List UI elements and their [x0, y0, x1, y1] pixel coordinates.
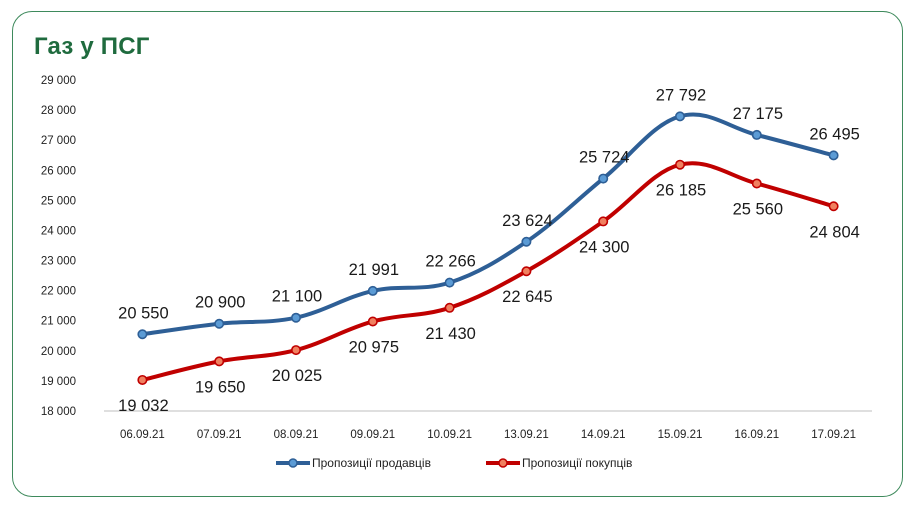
- y-tick-label: 20 000: [41, 346, 76, 358]
- legend-marker: [498, 458, 508, 468]
- series-points: [137, 111, 839, 385]
- y-tick-label: 26 000: [41, 165, 76, 177]
- data-label: 20 975: [349, 338, 399, 356]
- y-tick-label: 21 000: [41, 316, 76, 328]
- data-label: 25 560: [733, 201, 783, 219]
- data-point: [367, 316, 378, 327]
- data-point: [290, 345, 301, 356]
- x-tick-label: 09.09.21: [350, 429, 395, 441]
- x-tick-label: 08.09.21: [274, 429, 319, 441]
- data-label: 25 724: [579, 149, 629, 167]
- y-tick-label: 19 000: [41, 376, 76, 388]
- data-label: 26 495: [809, 125, 859, 143]
- data-point: [137, 329, 148, 340]
- data-point: [214, 356, 225, 367]
- data-label: 21 100: [272, 288, 322, 306]
- data-label: 19 650: [195, 378, 245, 396]
- x-tick-label: 15.09.21: [658, 429, 703, 441]
- series-lines: [140, 112, 836, 382]
- data-point: [444, 277, 455, 288]
- y-tick-label: 28 000: [41, 105, 76, 117]
- x-axis: 06.09.21 07.09.21 08.09.21 09.09.21 10.09.21…: [104, 410, 872, 441]
- data-point: [367, 285, 378, 296]
- y-tick-label: 27 000: [41, 135, 76, 147]
- data-label: 27 175: [733, 105, 783, 123]
- data-point: [751, 129, 762, 140]
- chart-frame: [12, 11, 903, 497]
- x-tick-label: 10.09.21: [427, 429, 472, 441]
- data-label: 23 624: [502, 212, 552, 230]
- y-tick-label: 18 000: [41, 406, 76, 418]
- data-point: [674, 111, 685, 122]
- data-label: 26 185: [656, 182, 706, 200]
- x-tick-label: 13.09.21: [504, 429, 549, 441]
- data-label: 20 900: [195, 294, 245, 312]
- data-label: 20 025: [272, 367, 322, 385]
- data-point: [290, 312, 301, 323]
- y-tick-label: 22 000: [41, 286, 76, 298]
- data-point: [214, 318, 225, 329]
- data-point: [444, 302, 455, 313]
- data-point: [828, 201, 839, 212]
- series-line-buyers: [140, 161, 836, 382]
- chart-title: Газ у ПСГ: [34, 33, 150, 60]
- data-label: 22 645: [502, 288, 552, 306]
- data-point: [751, 178, 762, 189]
- y-tick-label: 25 000: [41, 195, 76, 207]
- series-line-sellers: [140, 112, 836, 337]
- data-point: [137, 374, 148, 385]
- legend-marker: [288, 458, 298, 468]
- x-tick-label: 06.09.21: [120, 429, 165, 441]
- y-tick-label: 23 000: [41, 256, 76, 268]
- data-label: 22 266: [425, 253, 475, 271]
- y-tick-label: 24 000: [41, 225, 76, 237]
- x-tick-label: 07.09.21: [197, 429, 242, 441]
- data-point: [828, 150, 839, 161]
- y-axis: 18 000 19 000 20 000 21 000 22 000 23 000 24 0…: [41, 75, 76, 418]
- data-point: [521, 266, 532, 277]
- legend-label: Пропозиції покупців: [522, 456, 632, 470]
- data-label: 19 032: [118, 397, 168, 415]
- data-point: [598, 216, 609, 227]
- data-label: 21 430: [425, 325, 475, 343]
- data-point: [674, 159, 685, 170]
- data-point: [598, 173, 609, 184]
- x-tick-label: 16.09.21: [734, 429, 779, 441]
- data-label: 24 804: [809, 223, 859, 241]
- legend-label: Пропозиції продавців: [312, 456, 431, 470]
- x-tick-label: 14.09.21: [581, 429, 626, 441]
- data-label: 21 991: [349, 261, 399, 279]
- data-labels: 20 550 20 900 21 100 21 991 22 266 23 624 25 7…: [118, 86, 860, 415]
- data-label: 27 792: [656, 86, 706, 104]
- y-tick-label: 29 000: [41, 75, 76, 87]
- data-label: 24 300: [579, 238, 629, 256]
- x-tick-label: 17.09.21: [811, 429, 856, 441]
- data-label: 20 550: [118, 304, 168, 322]
- data-point: [521, 236, 532, 247]
- legend: Пропозиції продавців Пропозиції покупців: [276, 456, 632, 470]
